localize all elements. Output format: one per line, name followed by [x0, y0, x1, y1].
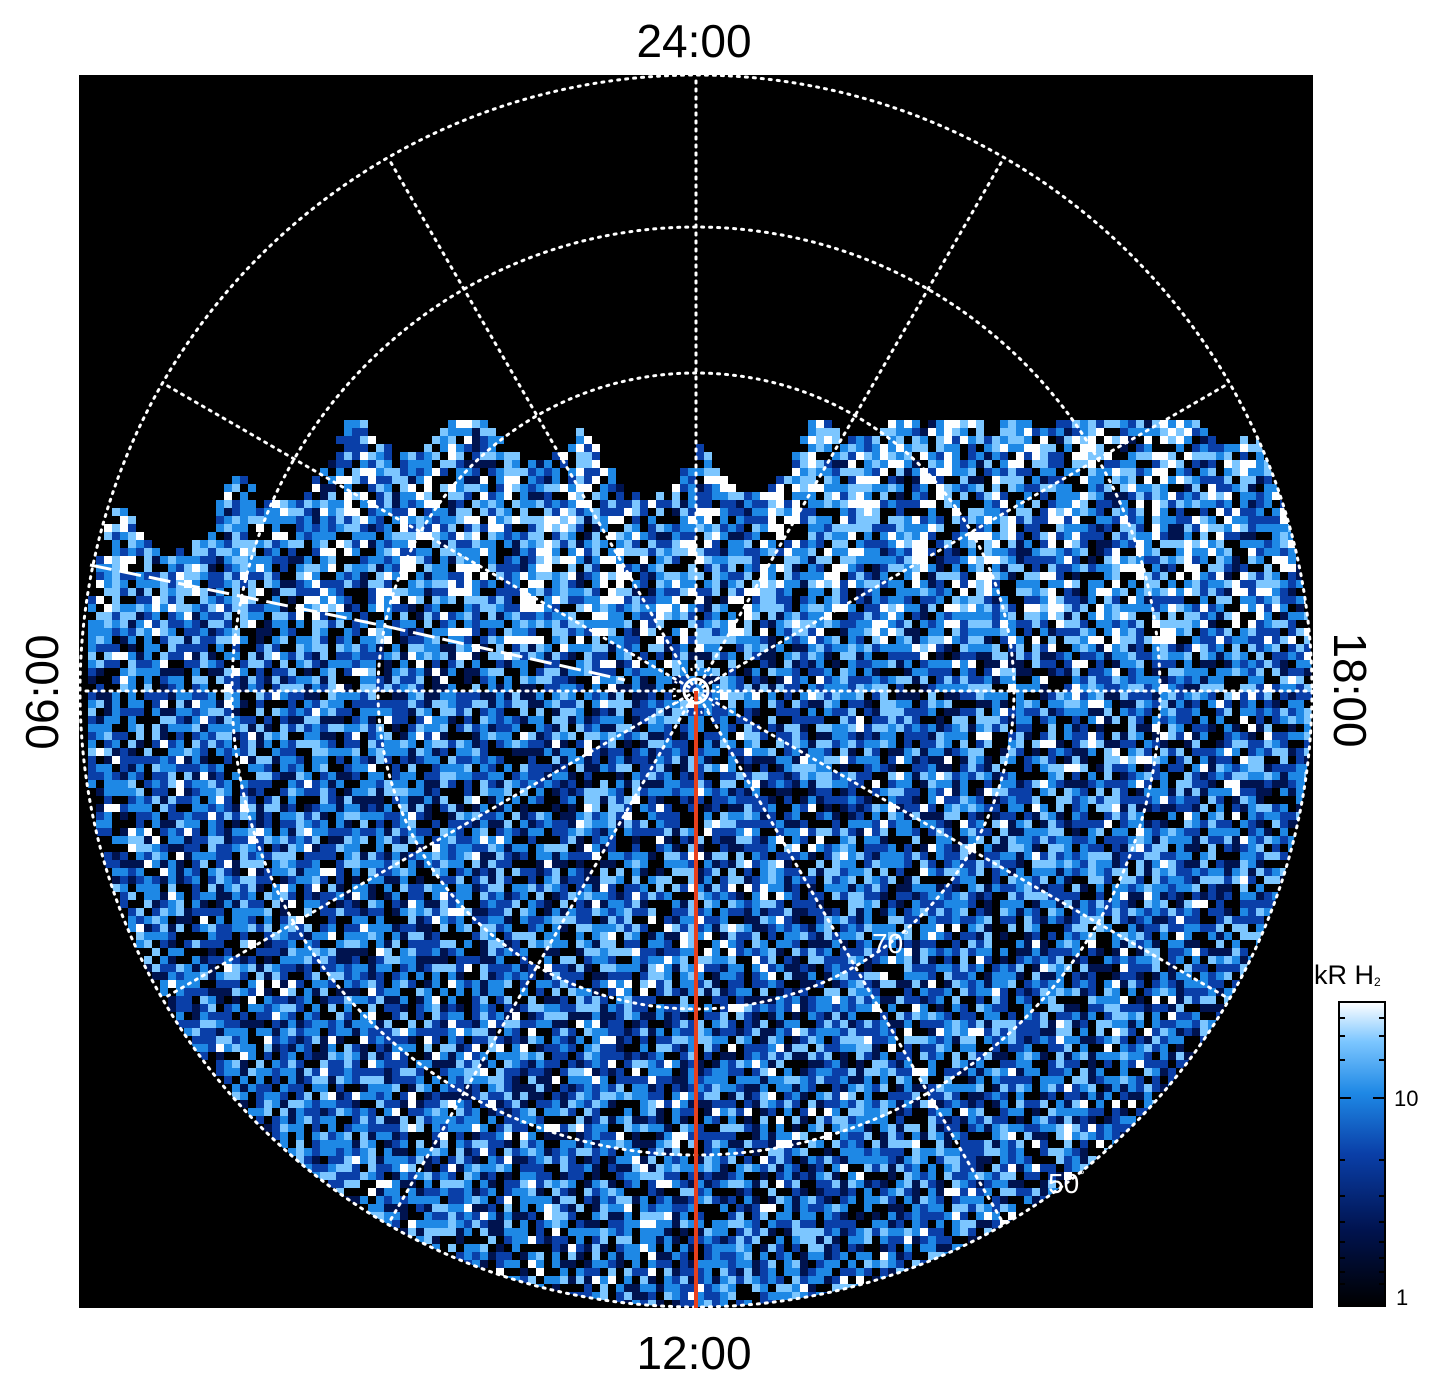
- local-time-label-06: 06:00: [16, 634, 68, 750]
- local-time-label-18: 18:00: [1324, 632, 1376, 748]
- latitude-label-50: 50°: [1048, 1167, 1085, 1199]
- colorbar-tick-label: 1: [1396, 1285, 1409, 1310]
- degree-symbol: °: [903, 927, 909, 943]
- local-time-meridian: [161, 689, 698, 1001]
- colorbar-title-subscript: 2: [1374, 975, 1381, 989]
- local-time-meridian: [694, 156, 1006, 693]
- colorbar-ticks: [1339, 1017, 1385, 1285]
- pole-marker: [682, 677, 710, 705]
- colorbar-tick-label: 10: [1394, 1086, 1419, 1111]
- local-time-meridian: [386, 689, 698, 1226]
- local-time-meridian: [694, 689, 1006, 1226]
- local-time-meridian: [161, 381, 698, 693]
- dashed-boundary-line: [89, 563, 626, 682]
- degree-symbol: °: [1079, 1167, 1085, 1183]
- colorbar-title-text: kR H: [1314, 960, 1374, 990]
- colorbar: [1338, 1001, 1386, 1307]
- latitude-label-70: 70°: [872, 927, 909, 959]
- latitude-value-70: 70: [872, 928, 904, 959]
- latitude-value-50: 50: [1048, 1168, 1080, 1199]
- local-time-meridian: [694, 689, 1231, 1001]
- pole-ring: [672, 667, 720, 715]
- local-time-meridian: [694, 381, 1231, 693]
- local-time-label-24: 24:00: [636, 15, 752, 67]
- auroral-emission-field: [88, 420, 1312, 1307]
- local-time-label-12: 12:00: [636, 1327, 752, 1379]
- local-time-meridian: [386, 156, 698, 693]
- colorbar-title: kR H2: [1314, 962, 1381, 989]
